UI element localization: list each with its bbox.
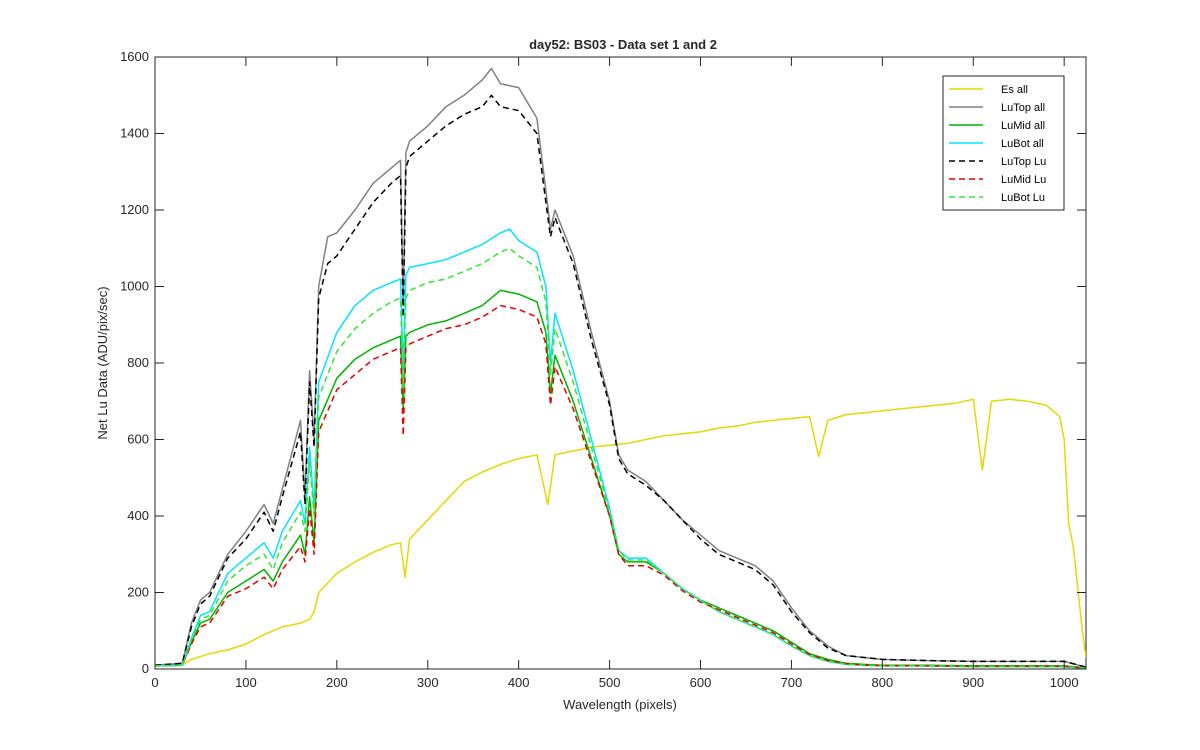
series-line-4	[155, 228, 1086, 669]
x-tick-label: 400	[508, 675, 530, 690]
y-tick-label: 800	[127, 355, 149, 370]
y-tick-label: 200	[127, 585, 149, 600]
x-axis: 0 100 200 300 400 500 600 700 800 900 1000	[151, 57, 1079, 690]
x-tick-label: 800	[871, 675, 893, 690]
legend-label: LuTop all	[1001, 102, 1045, 114]
y-tick-label: 1000	[120, 279, 149, 294]
y-tick-label: 1200	[120, 202, 149, 217]
y-tick-label: 1600	[120, 49, 149, 64]
legend-label: LuTop Lu	[1001, 156, 1046, 168]
y-tick-label: 1400	[120, 126, 149, 141]
series-line-3	[155, 289, 1086, 669]
legend: Es all LuTop all LuMid all LuBot all LuTop L…	[942, 75, 1065, 211]
x-tick-label: 100	[235, 675, 257, 690]
legend-label: LuMid all	[1001, 120, 1045, 132]
series-line-5	[155, 94, 1086, 668]
legend-label: Es all	[1001, 84, 1028, 96]
x-tick-label: 0	[151, 675, 158, 690]
x-tick-label: 300	[417, 675, 439, 690]
chart-title: day52: BS03 - Data set 1 and 2	[529, 37, 717, 52]
legend-label: LuMid Lu	[1001, 174, 1046, 186]
series-line-7	[155, 247, 1086, 669]
y-axis-label: Net Lu Data (ADU/pix/sec)	[95, 286, 110, 439]
x-tick-label: 600	[690, 675, 712, 690]
legend-label: LuBot Lu	[1001, 192, 1045, 204]
x-axis-label: Wavelength (pixels)	[563, 697, 677, 712]
legend-label: LuBot all	[1001, 138, 1044, 150]
series-layer	[155, 67, 1086, 669]
y-tick-label: 400	[127, 508, 149, 523]
x-tick-label: 500	[599, 675, 621, 690]
y-axis: 0 200 400 600 800 1000 1200 1400 1600	[120, 49, 1086, 676]
series-line-1	[155, 398, 1086, 667]
y-tick-label: 600	[127, 432, 149, 447]
x-tick-label: 700	[781, 675, 803, 690]
series-line-2	[155, 67, 1086, 668]
x-tick-label: 200	[326, 675, 348, 690]
x-tick-label: 900	[962, 675, 984, 690]
series-line-6	[155, 304, 1086, 669]
x-tick-label: 1000	[1050, 675, 1079, 690]
y-tick-label: 0	[142, 661, 149, 676]
